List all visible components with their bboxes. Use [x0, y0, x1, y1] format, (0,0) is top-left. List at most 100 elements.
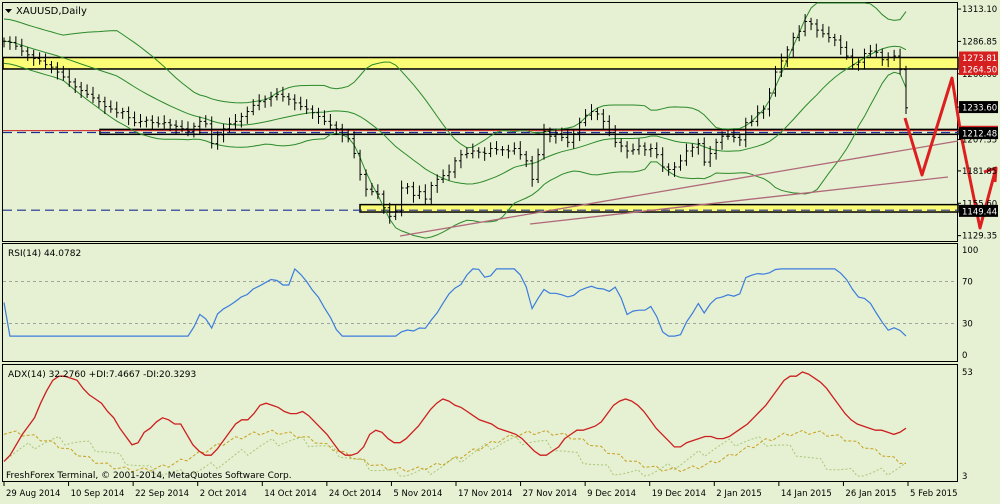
price-bar: [393, 205, 398, 221]
price-bar: [375, 184, 380, 200]
price-bar: [696, 138, 701, 155]
price-bar: [631, 143, 636, 155]
price-bar: [91, 86, 96, 103]
price-bar: [221, 123, 226, 143]
price-bar: [856, 58, 861, 71]
price-tick-label: 1207.35: [962, 135, 997, 145]
rsi-line: [3, 267, 907, 337]
price-bar: [7, 36, 12, 50]
price-bar: [162, 115, 167, 129]
adx-panel: 53 3: [3, 368, 973, 482]
price-bar: [346, 128, 351, 143]
price-bar: [464, 147, 469, 159]
price-bar: [500, 146, 505, 156]
price-bar: [85, 84, 90, 98]
price-bar: [648, 143, 653, 158]
date-tick-label: 29 Aug 2014: [6, 489, 60, 499]
price-bar: [725, 130, 730, 140]
price-bar: [334, 121, 339, 135]
price-bar: [506, 144, 511, 159]
price-bar: [832, 33, 837, 47]
price-bar: [625, 141, 630, 159]
price-bar: [512, 142, 517, 155]
price-bar: [286, 93, 291, 106]
price-bar: [530, 155, 535, 187]
bollinger-bands: [3, 2, 907, 239]
date-tick-label: 14 Jan 2015: [781, 489, 832, 499]
rsi-panel-frame: [2, 243, 958, 362]
price-bar: [245, 106, 250, 124]
price-bar: [352, 131, 357, 159]
price-bar: [702, 137, 707, 166]
price-bar: [518, 141, 523, 160]
price-bar: [708, 146, 713, 168]
price-bar: [601, 109, 606, 129]
price-tick-label: 1181.85: [962, 167, 997, 177]
price-bar: [369, 183, 374, 196]
price-bar: [2, 37, 6, 48]
price-bar: [310, 105, 315, 119]
price-bar: [850, 48, 855, 70]
price-bar: [547, 127, 552, 143]
price-bar: [381, 190, 386, 214]
price-bar: [476, 147, 481, 159]
price-bar: [470, 143, 475, 159]
price-bar: [25, 47, 30, 61]
price-bar: [898, 48, 903, 75]
price-bar: [684, 143, 689, 166]
price-bar: [304, 99, 309, 114]
price-bar: [559, 127, 564, 142]
price-bar: [257, 94, 262, 111]
price-bar: [862, 48, 867, 70]
price-bar: [803, 14, 808, 37]
price-bar: [844, 41, 849, 60]
date-tick-label: 2 Jan 2015: [716, 489, 762, 499]
copyright-text: FreshForex Terminal, © 2001-2014, MetaQu…: [6, 471, 292, 481]
date-tick-label: 2 Oct 2014: [200, 489, 247, 499]
price-bar: [387, 202, 392, 224]
price-bar: [340, 123, 345, 143]
price-bar: [660, 147, 665, 172]
price-bar: [251, 99, 256, 116]
price-bar: [239, 112, 244, 128]
symbol-dropdown-icon[interactable]: [5, 9, 12, 13]
price-bar: [185, 121, 190, 137]
price-bar: [755, 105, 760, 127]
price-bar: [565, 130, 570, 148]
price-bar: [482, 147, 487, 161]
trendlines: [399, 140, 959, 237]
date-tick-label: 17 Nov 2014: [458, 489, 512, 499]
price-bar: [636, 138, 641, 155]
svg-text:1149.44: 1149.44: [962, 207, 997, 217]
date-tick-label: 24 Oct 2014: [329, 489, 382, 499]
price-bar: [524, 150, 529, 168]
rsi-title: RSI(14) 44.0782: [8, 249, 81, 259]
price-bar: [613, 125, 618, 148]
price-bar: [19, 38, 24, 57]
adx-tick-label: 3: [962, 472, 967, 482]
date-tick-label: 14 Oct 2014: [264, 489, 317, 499]
price-bar: [405, 183, 410, 195]
price-bar: [785, 46, 790, 68]
trendline-upper: [399, 140, 959, 237]
price-bar: [227, 117, 232, 133]
price-bar: [96, 94, 101, 108]
bollinger-upper: [3, 2, 907, 149]
price-bar: [779, 53, 784, 77]
price-bar: [67, 69, 72, 87]
price-bar: [904, 65, 908, 114]
price-bar: [814, 19, 819, 38]
price-bar: [553, 128, 558, 144]
price-bar: [743, 117, 748, 148]
price-bar: [441, 169, 446, 184]
adx-title: ADX(14) 32.2760 +DI:7.4667 -DI:20.3293: [8, 370, 196, 380]
price-bar: [767, 88, 772, 117]
price-bar: [150, 115, 155, 131]
price-bar: [868, 44, 873, 58]
symbol-title[interactable]: XAUUSD,Daily: [16, 6, 87, 17]
price-bar: [233, 113, 238, 129]
date-tick-label: 19 Dec 2014: [652, 489, 706, 499]
price-level-label: 1233.60: [959, 101, 998, 114]
